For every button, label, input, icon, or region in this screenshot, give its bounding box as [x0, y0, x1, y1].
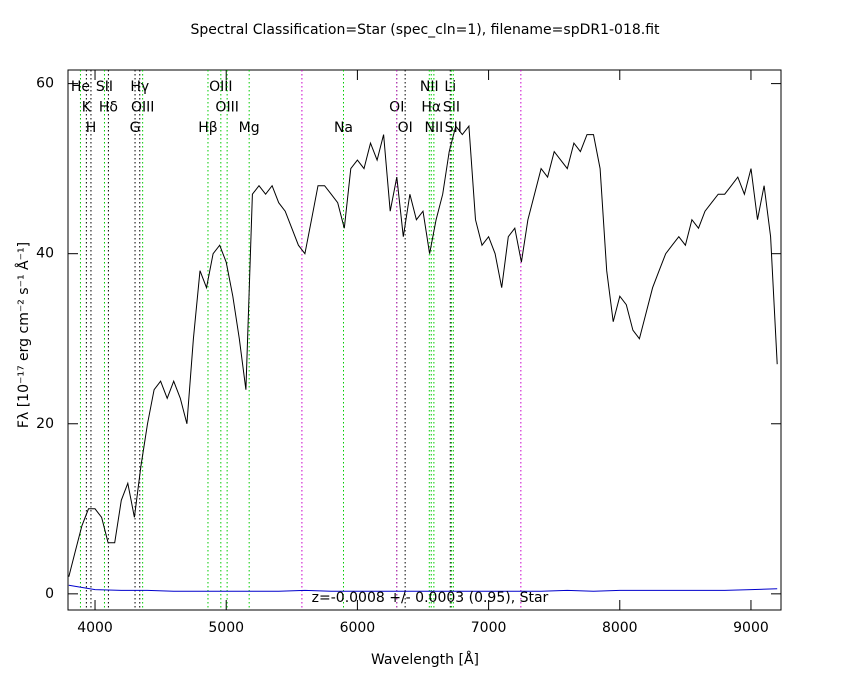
x-axis-label: Wavelength [Å] — [371, 651, 479, 668]
x-tick-label: 7000 — [471, 620, 507, 636]
spectral-line-label: H — [86, 120, 97, 136]
x-tick-label: 5000 — [208, 620, 244, 636]
x-tick-label: 9000 — [733, 620, 769, 636]
y-tick-label: 40 — [36, 246, 54, 262]
chart-title: Spectral Classification=Star (spec_cln=1… — [190, 22, 660, 38]
spectral-line-label: Na — [334, 120, 353, 136]
spectral-line-label: SII — [96, 79, 113, 95]
spectral-line-label: SII — [443, 100, 460, 116]
y-tick-label: 60 — [36, 76, 54, 92]
plot-frame — [67, 69, 782, 611]
spectral-line-label: Hα — [421, 100, 441, 116]
spectral-line-label: Mg — [239, 120, 260, 136]
spectral-line-label: Hγ — [130, 79, 149, 95]
spectral-line-label: Li — [444, 79, 456, 95]
spectral-line-label: OIII — [131, 100, 154, 116]
y-tick-label: 20 — [36, 416, 54, 432]
spectrum-line — [68, 584, 778, 592]
x-tick-label: 8000 — [602, 620, 638, 636]
x-tick-label: 6000 — [340, 620, 376, 636]
spectral-line-label: K — [82, 100, 92, 116]
spectral-line-label: Hδ — [99, 100, 118, 116]
annotation: z=-0.0008 +/- 0.0003 (0.95), Star — [312, 590, 549, 606]
spectral-line-label: OIII — [209, 79, 232, 95]
spectral-line-label: OIII — [215, 100, 238, 116]
spectral-line-label: He — [71, 79, 90, 95]
spectral-line-label: OI — [398, 120, 413, 136]
y-tick-label: 0 — [45, 586, 54, 602]
spectral-line-label: Hβ — [198, 120, 217, 136]
y-axis-label: Fλ [10⁻¹⁷ erg cm⁻² s⁻¹ Å⁻¹] — [15, 242, 32, 428]
x-tick-label: 4000 — [77, 620, 113, 636]
spectral-line-label: G — [130, 120, 141, 136]
spectral-line-label: NII — [420, 79, 439, 95]
spectral-line-label: SII — [445, 120, 462, 136]
spectrum-line — [68, 124, 778, 577]
spectral-line-label: NII — [425, 120, 444, 136]
